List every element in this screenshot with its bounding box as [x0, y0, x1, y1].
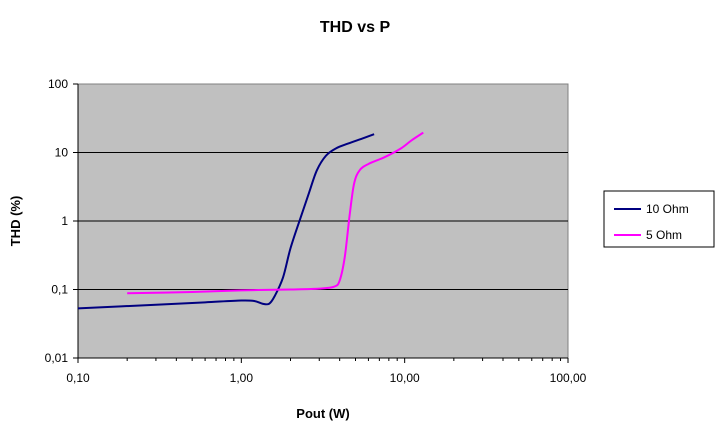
x-axis-label: Pout (W) — [296, 406, 349, 421]
x-tick-label: 1,00 — [230, 371, 254, 385]
chart-title: THD vs P — [320, 19, 391, 36]
x-tick-label: 0,10 — [66, 371, 90, 385]
tick-labels: 0,01 0,1 1 10 100 0,10 1,00 10,00 100,00 — [45, 77, 587, 385]
x-tick-label: 10,00 — [390, 371, 420, 385]
y-tick-label: 100 — [48, 77, 68, 91]
y-tick-label: 0,01 — [45, 351, 69, 365]
legend-label-10-ohm: 10 Ohm — [646, 202, 689, 216]
series-line-5-ohm — [127, 131, 424, 295]
series-lines — [77, 131, 424, 310]
y-tick-label: 10 — [55, 146, 69, 160]
y-axis-label: THD (%) — [8, 196, 23, 247]
legend-label-5-ohm: 5 Ohm — [646, 228, 682, 242]
legend-box — [603, 190, 715, 248]
grid-lines — [78, 152, 568, 290]
series-line-10-ohm — [77, 133, 375, 310]
y-tick-label: 1 — [61, 214, 68, 228]
y-tick-label: 0,1 — [51, 283, 68, 297]
legend: 10 Ohm 5 Ohm — [603, 190, 715, 248]
axes — [73, 83, 569, 363]
x-tick-label: 100,00 — [550, 371, 587, 385]
